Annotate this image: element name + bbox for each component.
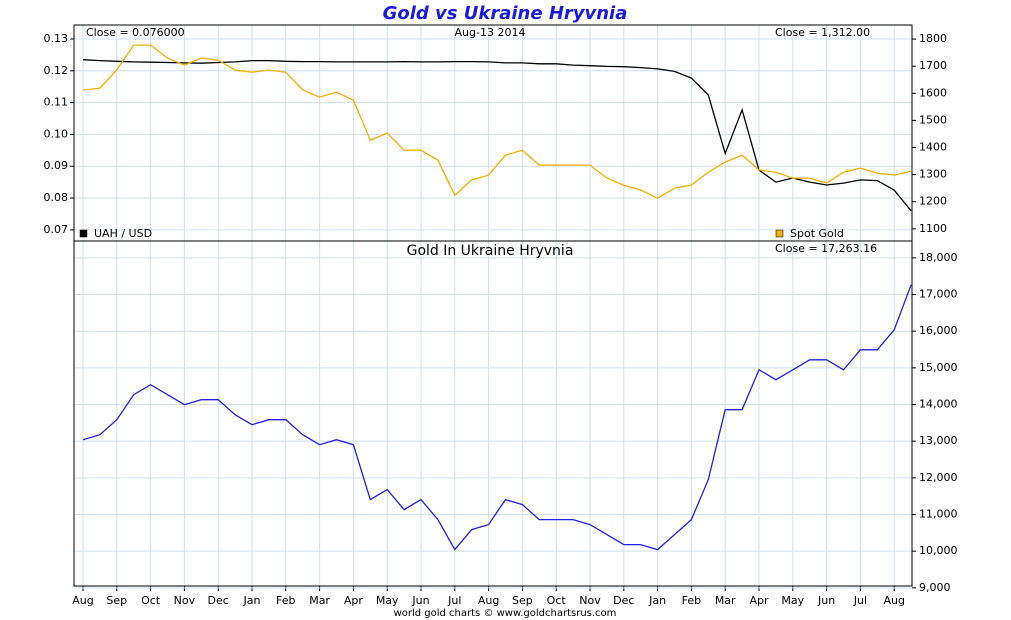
x-tick-label: Feb: [682, 594, 701, 607]
legend-swatch: [775, 229, 784, 238]
annotation: Aug-13 2014: [455, 26, 526, 39]
y-tick-label: 17,000: [919, 288, 958, 301]
x-tick-label: Jul: [853, 594, 867, 607]
y-tick-label: 0.11: [44, 96, 69, 109]
panel-title: Gold In Ukraine Hryvnia: [407, 243, 574, 259]
x-tick-label: Jan: [648, 594, 666, 607]
x-tick-label: Oct: [141, 594, 161, 607]
series-line: [82, 59, 912, 212]
x-tick-label: Jul: [447, 594, 461, 607]
y-tick-label: 1100: [919, 222, 947, 235]
annotation: Close = 0.076000: [86, 26, 185, 39]
footer: world gold charts © www.goldchartsrus.co…: [394, 608, 617, 619]
y-tick-label: 9,000: [919, 581, 951, 594]
x-tick-label: Sep: [512, 594, 533, 607]
y-tick-label: 14,000: [919, 398, 958, 411]
y-tick-label: 0.10: [44, 127, 69, 140]
x-tick-label: Dec: [613, 594, 634, 607]
annotation: Close = 1,312.00: [775, 26, 870, 39]
x-tick-label: Jun: [817, 594, 835, 607]
x-tick-label: May: [376, 594, 399, 607]
plot-frame: [73, 24, 913, 242]
x-tick-label: Apr: [749, 594, 769, 607]
y-tick-label: 1700: [919, 59, 947, 72]
x-tick-label: Nov: [579, 594, 601, 607]
y-tick-label: 0.07: [44, 223, 69, 236]
y-tick-label: 0.12: [44, 64, 69, 77]
x-tick-label: Jan: [243, 594, 261, 607]
x-tick-label: Dec: [208, 594, 229, 607]
x-tick-label: Mar: [715, 594, 736, 607]
y-tick-label: 10,000: [919, 544, 958, 557]
chart-title: Gold vs Ukraine Hryvnia: [383, 3, 628, 24]
y-tick-label: 1400: [919, 140, 947, 153]
y-tick-label: 0.08: [44, 191, 69, 204]
y-tick-label: 15,000: [919, 361, 958, 374]
x-tick-label: Oct: [547, 594, 567, 607]
y-tick-label: 0.09: [44, 159, 69, 172]
y-tick-label: 1500: [919, 113, 947, 126]
y-tick-label: 16,000: [919, 324, 958, 337]
y-tick-label: 0.13: [44, 32, 69, 45]
y-tick-label: 11,000: [919, 508, 958, 521]
series-line: [82, 284, 912, 551]
y-tick-label: 1800: [919, 32, 947, 45]
y-tick-label: 1600: [919, 86, 947, 99]
y-tick-label: 1200: [919, 195, 947, 208]
legend-swatch: [79, 229, 88, 238]
annotation: Close = 17,263.16: [775, 242, 877, 255]
x-tick-label: May: [781, 594, 804, 607]
x-tick-label: Aug: [72, 594, 93, 607]
x-tick-label: Jun: [411, 594, 429, 607]
x-tick-label: Aug: [883, 594, 904, 607]
x-tick-label: Nov: [174, 594, 196, 607]
x-tick-label: Feb: [276, 594, 295, 607]
series-line: [82, 44, 912, 199]
y-tick-label: 18,000: [919, 251, 958, 264]
x-tick-label: Mar: [309, 594, 330, 607]
y-tick-label: 12,000: [919, 471, 958, 484]
y-tick-label: 1300: [919, 168, 947, 181]
x-tick-label: Apr: [344, 594, 364, 607]
x-tick-label: Sep: [106, 594, 127, 607]
legend-label: UAH / USD: [94, 227, 152, 240]
x-tick-label: Aug: [478, 594, 499, 607]
plot-frame: [73, 240, 913, 587]
y-tick-label: 13,000: [919, 434, 958, 447]
legend-label: Spot Gold: [790, 227, 844, 240]
